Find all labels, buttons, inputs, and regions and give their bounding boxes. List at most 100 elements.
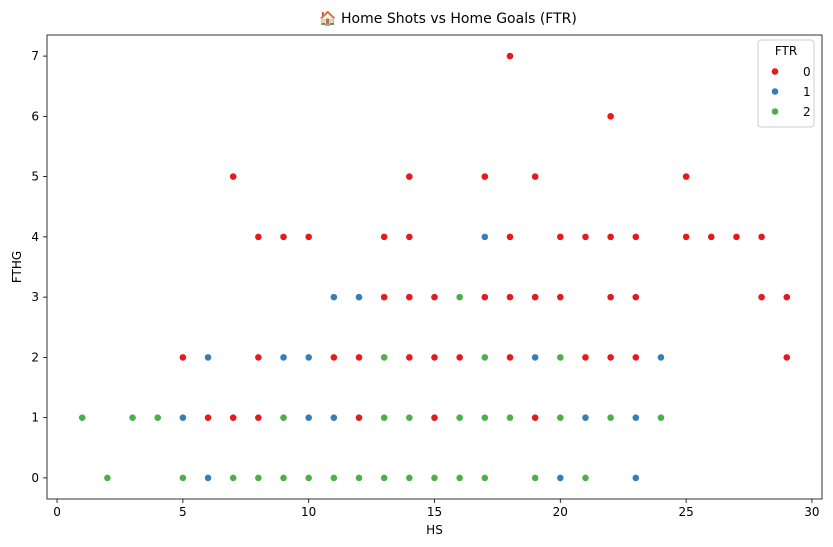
data-point (430, 353, 439, 362)
data-point (329, 413, 338, 422)
data-point (531, 413, 540, 422)
y-tick-label: 6 (31, 109, 39, 123)
data-point (229, 474, 238, 482)
y-axis: 0 1 2 3 4 5 6 7 (31, 49, 47, 485)
data-point (506, 353, 514, 362)
y-tick-label: 1 (31, 411, 39, 425)
data-point (355, 293, 363, 302)
data-point (304, 353, 313, 362)
data-point (304, 474, 313, 482)
data-point (229, 172, 238, 181)
data-point (480, 413, 489, 422)
data-point (732, 232, 741, 241)
data-point (581, 474, 590, 482)
legend-marker (771, 87, 779, 96)
data-point (556, 353, 565, 362)
y-tick-label: 2 (31, 350, 39, 364)
data-point (531, 353, 540, 362)
data-point (204, 353, 212, 362)
data-point (304, 413, 313, 422)
data-point (178, 353, 187, 362)
data-point (279, 353, 288, 362)
legend-title: FTR (775, 44, 797, 58)
data-point (405, 353, 414, 362)
plot-frame (46, 34, 823, 500)
legend-box (757, 39, 815, 128)
data-point (556, 413, 565, 422)
data-point (455, 293, 464, 302)
data-point (606, 413, 615, 422)
data-point (329, 293, 338, 302)
data-point (682, 232, 691, 241)
data-point (657, 353, 665, 362)
y-tick-label: 0 (31, 471, 39, 485)
data-point (455, 474, 464, 482)
data-point (254, 353, 263, 362)
data-point (480, 293, 489, 302)
data-point (128, 413, 137, 422)
data-point (103, 474, 112, 482)
data-point (757, 232, 766, 241)
data-point (556, 293, 565, 302)
data-point (480, 474, 489, 482)
data-point (782, 353, 791, 362)
data-point (631, 474, 640, 482)
data-point (355, 474, 363, 482)
x-tick-label: 10 (301, 505, 316, 519)
data-point (506, 232, 514, 241)
data-point (304, 232, 313, 241)
data-point (380, 353, 389, 362)
data-point (581, 232, 590, 241)
data-point (631, 293, 640, 302)
data-point (631, 413, 640, 422)
data-point (279, 413, 288, 422)
data-point (506, 52, 514, 60)
data-point (405, 172, 414, 181)
data-point (204, 413, 212, 422)
x-axis-title: HS (426, 523, 443, 537)
data-point (506, 293, 514, 302)
data-point (279, 232, 288, 241)
data-point (455, 353, 464, 362)
data-point (355, 353, 363, 362)
data-point (405, 413, 414, 422)
data-point (430, 413, 439, 422)
data-point (229, 413, 238, 422)
legend-marker (771, 107, 779, 116)
data-point (178, 413, 187, 422)
x-tick-label: 20 (553, 505, 568, 519)
data-point (606, 293, 615, 302)
data-point (506, 413, 514, 422)
y-tick-label: 7 (31, 49, 39, 63)
y-tick-label: 4 (31, 230, 39, 244)
x-tick-label: 15 (427, 505, 442, 519)
data-point (430, 474, 439, 482)
data-point (757, 293, 766, 302)
data-point (581, 413, 590, 422)
data-point (531, 172, 540, 181)
data-point (631, 232, 640, 241)
data-point (254, 413, 263, 422)
data-point (153, 413, 162, 422)
data-point (380, 232, 389, 241)
legend: FTR 0 1 2 (757, 39, 815, 128)
data-point (682, 172, 691, 181)
data-point (782, 293, 791, 302)
data-point (531, 474, 540, 482)
x-tick-label: 25 (678, 505, 693, 519)
data-point (380, 293, 389, 302)
y-tick-label: 3 (31, 290, 39, 304)
data-point (606, 353, 615, 362)
data-point (405, 293, 414, 302)
data-point (329, 353, 338, 362)
x-tick-label: 30 (804, 505, 819, 519)
data-point (631, 353, 640, 362)
x-tick-label: 0 (53, 505, 61, 519)
data-point (480, 232, 489, 241)
data-point (204, 474, 212, 482)
legend-label: 0 (803, 65, 811, 79)
data-point (254, 232, 263, 241)
legend-marker (771, 67, 779, 76)
data-point (480, 172, 489, 181)
data-point (254, 474, 263, 482)
